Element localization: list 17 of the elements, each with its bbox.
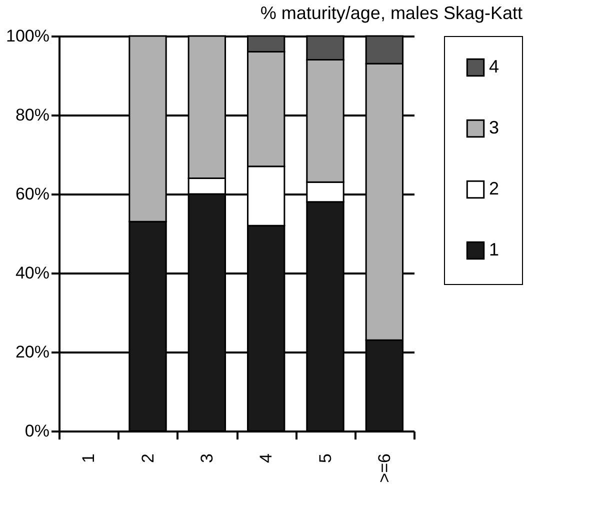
legend-label: 1 <box>489 240 500 260</box>
y-tick-label: 40% <box>15 264 50 282</box>
x-tick-label: 4 <box>256 454 276 463</box>
y-tick-label: 0% <box>24 422 50 440</box>
y-tick-label: 20% <box>15 342 50 362</box>
legend-label: 3 <box>489 118 500 138</box>
y-tick-label: 100% <box>6 26 50 46</box>
y-tick-label: 80% <box>15 106 50 124</box>
legend-label: 4 <box>489 56 500 76</box>
x-tick-label: 5 <box>316 454 335 463</box>
x-tick-label: 1 <box>79 454 98 463</box>
x-tick-label: 2 <box>138 454 158 463</box>
legend-label: 2 <box>489 178 500 198</box>
x-tick-label: 3 <box>197 454 216 463</box>
y-tick-label: 60% <box>15 184 50 204</box>
x-tick-label: >=6 <box>374 454 394 483</box>
chart-title: % maturity/age, males Skag-Katt <box>260 3 522 23</box>
